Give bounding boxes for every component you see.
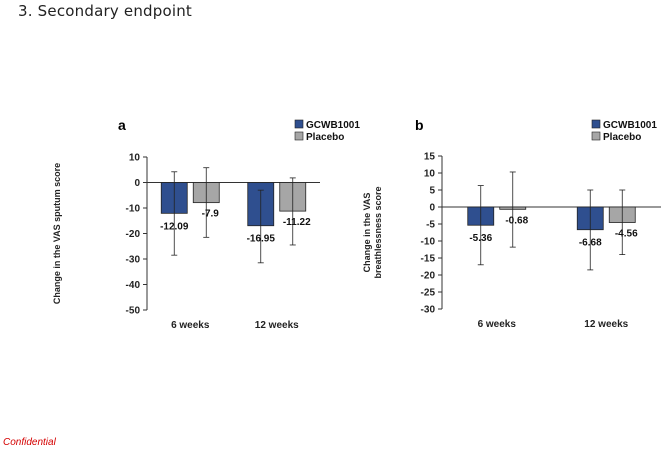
page-heading: 3. Secondary endpoint	[18, 2, 192, 20]
y-tick-label: -20	[126, 229, 141, 240]
confidential-footer: Confidential	[3, 437, 56, 448]
y-tick-label: -30	[126, 255, 141, 266]
legend-swatch-placebo	[294, 131, 304, 141]
y-axis-title: Change in the VASbreathlessness score	[362, 186, 383, 278]
y-tick-label: -15	[421, 254, 436, 265]
data-label: -0.68	[505, 215, 528, 226]
y-tick-label: -5	[426, 220, 435, 231]
x-tick-label: 6 weeks	[171, 320, 210, 331]
y-tick-label: 15	[424, 152, 436, 163]
y-axis-title-line-1: Change in the VAS	[362, 193, 372, 273]
data-label: -11.22	[283, 217, 311, 228]
panel-label: a	[118, 117, 126, 133]
data-label: -5.36	[469, 233, 492, 244]
y-tick-label: 5	[429, 186, 435, 197]
chart-a-sputum: a 10 0 -10 -20 -30 -40 -50 Change in the VAS spu…	[52, 117, 360, 331]
data-label: -16.95	[247, 234, 276, 245]
y-tick-label: -20	[421, 271, 436, 282]
legend-swatch-placebo	[591, 131, 601, 141]
y-tick-label: -30	[421, 305, 436, 316]
y-tick-label: -25	[421, 288, 436, 299]
y-tick-label: 10	[129, 153, 141, 164]
panel-label: b	[415, 117, 424, 133]
y-tick-label: -40	[126, 280, 141, 291]
x-tick-label: 12 weeks	[255, 320, 299, 331]
y-tick-label: 0	[429, 203, 435, 214]
chart-b-breathlessness: b 15 10 5 0 -5 -10 -15 -20 -25 -30 Change in the VA…	[362, 117, 661, 330]
x-tick-label: 12 weeks	[584, 319, 628, 330]
data-label: -7.9	[202, 209, 220, 220]
legend-label-placebo: Placebo	[306, 132, 344, 143]
y-tick-label: -10	[421, 237, 436, 248]
data-label: -4.56	[615, 229, 638, 240]
legend-label-gcwb1001: GCWB1001	[603, 120, 657, 131]
y-tick-label: -50	[126, 306, 141, 317]
y-axis-title: Change in the VAS sputum score	[52, 163, 62, 304]
y-tick-label: -10	[126, 204, 141, 215]
data-label: -12.09	[160, 221, 189, 232]
legend-label-gcwb1001: GCWB1001	[306, 120, 360, 131]
y-axis-title-line-2: breathlessness score	[373, 186, 383, 278]
x-tick-label: 6 weeks	[478, 319, 517, 330]
y-tick-label: 0	[134, 178, 140, 189]
data-label: -6.68	[579, 238, 602, 249]
legend-swatch-gcwb1001	[294, 119, 304, 129]
legend-swatch-gcwb1001	[591, 119, 601, 129]
y-tick-label: 10	[424, 169, 436, 180]
legend-label-placebo: Placebo	[603, 132, 641, 143]
